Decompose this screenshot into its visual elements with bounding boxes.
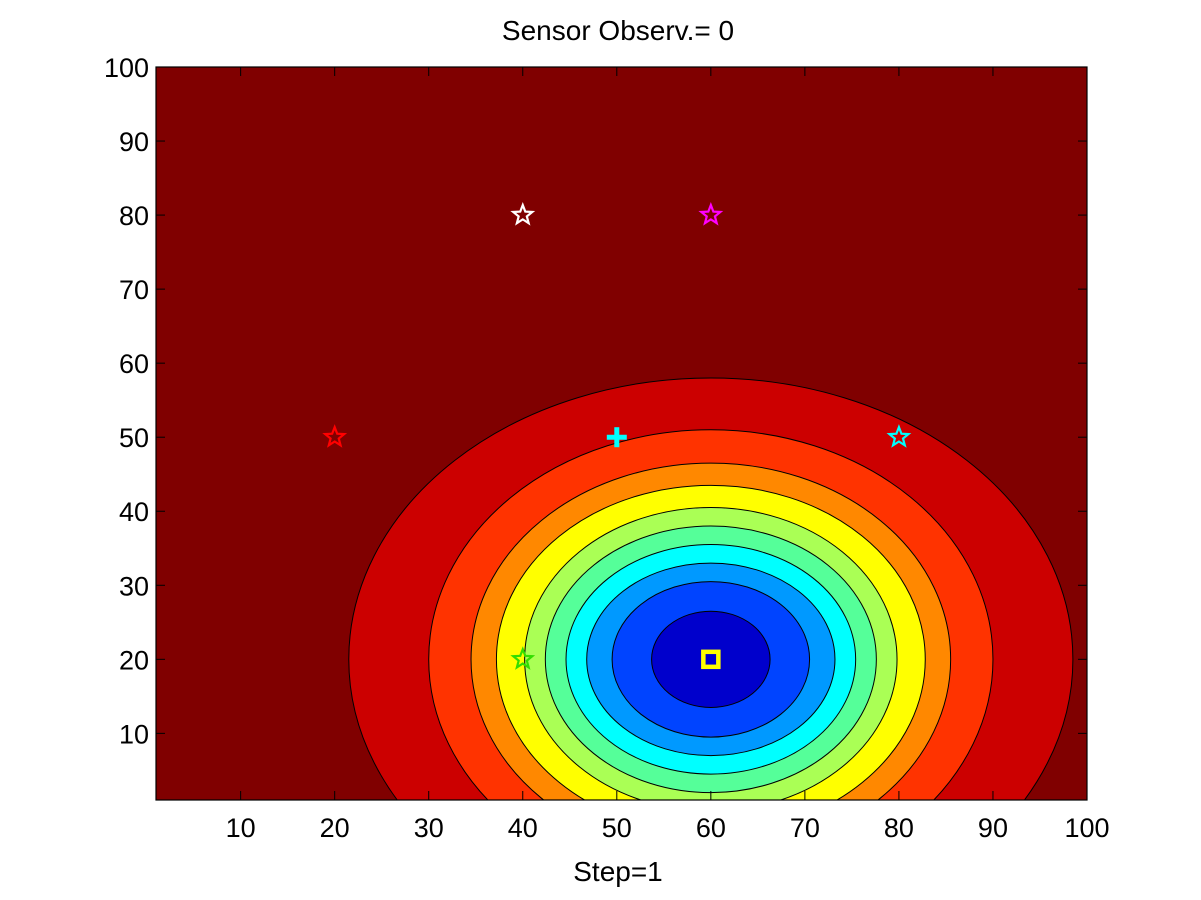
y-tick-label: 70 (119, 275, 149, 305)
y-tick-label: 50 (119, 423, 149, 453)
x-tick-label: 40 (508, 813, 538, 843)
x-tick-label: 80 (884, 813, 914, 843)
y-tick-label: 10 (119, 719, 149, 749)
y-tick-label: 40 (119, 497, 149, 527)
axes-frame-rect (155, 66, 1088, 801)
sensor-magenta-marker (698, 202, 724, 226)
target-square-marker (701, 649, 721, 670)
y-tick-label: 30 (119, 571, 149, 601)
y-axis-ticks: 10 20 30 40 50 60 70 80 90 100 (104, 53, 1087, 749)
x-tick-label: 60 (696, 813, 726, 843)
chart-title: Sensor Observ.= 0 (502, 15, 734, 46)
marker-group (322, 202, 912, 670)
x-axis-label: Step=1 (573, 856, 663, 887)
axes-frame (155, 66, 1088, 801)
y-tick-label: 20 (119, 645, 149, 675)
sensor-red-marker (322, 424, 348, 448)
x-tick-label: 50 (602, 813, 632, 843)
y-tick-label: 100 (104, 53, 149, 83)
x-tick-label: 70 (790, 813, 820, 843)
plot-area (156, 67, 1087, 800)
x-tick-label: 20 (320, 813, 350, 843)
sensor-white-marker (510, 202, 536, 226)
estimate-cross-marker (606, 427, 627, 448)
x-axis-ticks: 10 20 30 40 50 60 70 80 90 100 (226, 67, 1110, 843)
sensor-cyan-marker (886, 424, 912, 448)
x-tick-label: 100 (1064, 813, 1109, 843)
y-tick-label: 60 (119, 349, 149, 379)
x-tick-label: 30 (414, 813, 444, 843)
y-tick-label: 90 (119, 127, 149, 157)
y-tick-label: 80 (119, 201, 149, 231)
x-tick-label: 90 (978, 813, 1008, 843)
sensor-green-marker (510, 646, 536, 670)
x-tick-label: 10 (226, 813, 256, 843)
